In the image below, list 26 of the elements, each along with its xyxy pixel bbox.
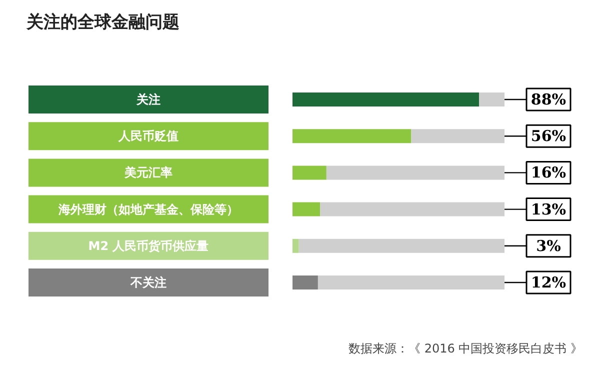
bar <box>320 202 504 216</box>
data-label: 88% <box>530 90 566 108</box>
bar <box>479 92 504 106</box>
y-tick-label: 美元汇率 <box>124 166 172 180</box>
bar <box>292 166 326 180</box>
y-tick-label: 海外理财（如地产基金、保险等） <box>58 202 238 216</box>
source-note: 数据来源：《 2016 中国投资移民白皮书 》 <box>348 342 582 356</box>
bar <box>298 238 504 253</box>
bar <box>292 202 320 216</box>
y-tick-label: 不关注 <box>130 276 166 290</box>
data-label: 12% <box>530 274 566 292</box>
bar <box>318 276 504 290</box>
bar <box>326 166 504 180</box>
y-tick-label: 人民币贬值 <box>118 129 178 144</box>
y-tick-label: M2 人民币货币供应量 <box>88 238 209 253</box>
bar <box>292 276 318 290</box>
data-label: 16% <box>530 164 566 182</box>
bar <box>411 129 504 144</box>
text: 关注的全球金融问题 <box>26 12 180 32</box>
data-label: 3% <box>536 236 561 255</box>
bar <box>292 129 412 144</box>
data-label: 13% <box>530 200 566 218</box>
data-label: 56% <box>530 127 566 146</box>
bar <box>292 238 299 253</box>
bar <box>292 92 480 106</box>
y-tick-label: 关注 <box>136 92 160 106</box>
